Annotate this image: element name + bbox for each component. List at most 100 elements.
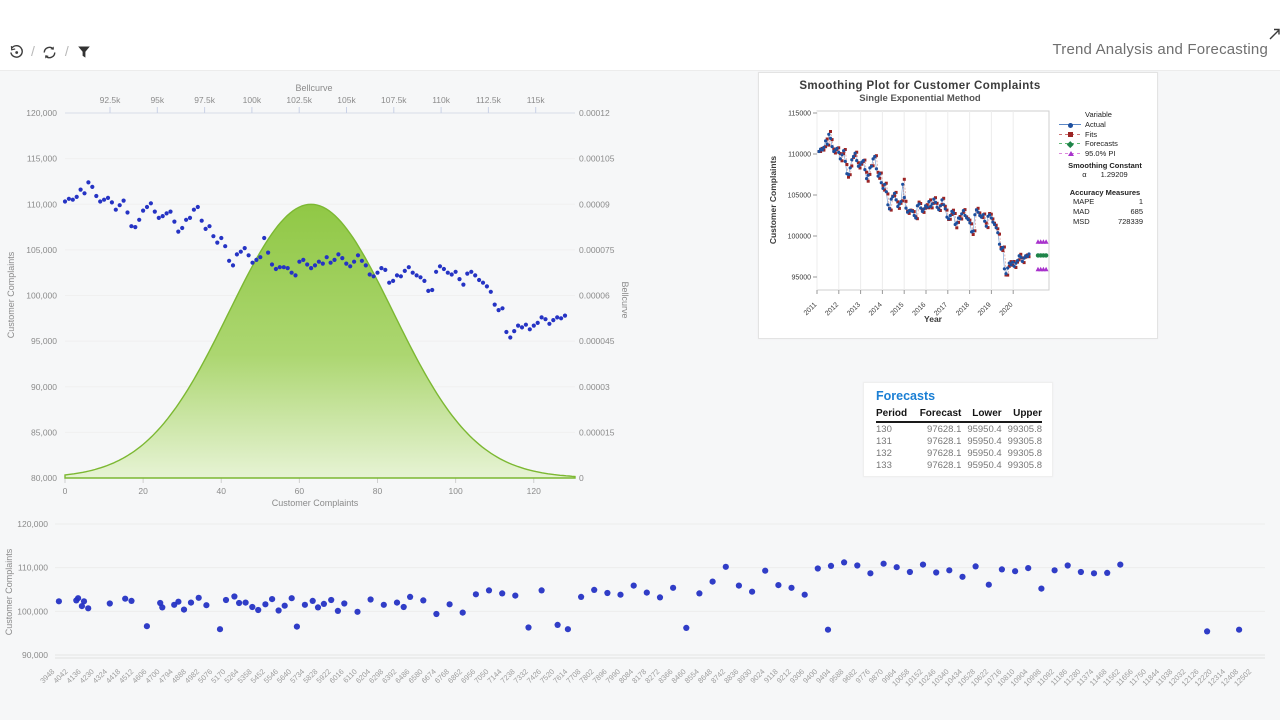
legend-label: Actual xyxy=(1085,120,1106,130)
svg-text:112.5k: 112.5k xyxy=(476,95,502,105)
forecasts-col-period: Period xyxy=(876,407,913,423)
svg-text:110,000: 110,000 xyxy=(27,199,57,209)
toolbar-separator: / xyxy=(64,43,69,59)
forecasts-cell: 99305.8 xyxy=(1007,459,1042,471)
svg-text:107.5k: 107.5k xyxy=(381,95,407,105)
forecasts-cell: 130 xyxy=(876,423,892,435)
accuracy-rows: MAPE 1 MAD 685 MSD 728339 xyxy=(1057,197,1153,227)
legend-item-actual: Actual xyxy=(1059,120,1154,130)
alpha-row: α 1.29209 xyxy=(1057,170,1153,180)
svg-text:90,000: 90,000 xyxy=(31,382,57,392)
svg-text:92.5k: 92.5k xyxy=(100,95,122,105)
svg-text:105k: 105k xyxy=(337,95,356,105)
svg-text:Bellcurve: Bellcurve xyxy=(295,83,332,93)
legend-label: Forecasts xyxy=(1085,139,1118,149)
svg-text:0: 0 xyxy=(579,473,584,483)
forecasts-cell: 99305.8 xyxy=(1007,447,1042,459)
svg-text:40: 40 xyxy=(217,486,227,496)
svg-text:2018: 2018 xyxy=(955,301,971,317)
forecasts-cell: 95950.4 xyxy=(967,447,1002,459)
svg-text:115000: 115000 xyxy=(788,111,811,118)
accuracy-measures-label: Accuracy Measures xyxy=(1069,188,1141,197)
svg-text:100,000: 100,000 xyxy=(26,291,57,301)
forecasts-cell: 99305.8 xyxy=(1007,423,1042,435)
svg-text:Customer Complaints: Customer Complaints xyxy=(768,156,778,245)
forecasts-row: 132 97628.1 95950.4 99305.8 xyxy=(876,447,1042,459)
forecasts-cell: 131 xyxy=(876,435,892,447)
svg-text:120,000: 120,000 xyxy=(26,108,57,118)
svg-text:120,000: 120,000 xyxy=(17,519,48,529)
smoothing-stats: Smoothing Constant α 1.29209 Accuracy Me… xyxy=(1057,161,1153,227)
svg-text:0.000015: 0.000015 xyxy=(579,427,615,437)
forecasts-col-forecast: Forecast xyxy=(912,407,962,423)
svg-text:95000: 95000 xyxy=(792,275,812,282)
svg-text:100,000: 100,000 xyxy=(17,606,48,616)
svg-text:120: 120 xyxy=(527,486,541,496)
forecasts-row: 133 97628.1 95950.4 99305.8 xyxy=(876,459,1042,471)
accuracy-row-mad: MAD 685 xyxy=(1073,207,1143,216)
svg-text:0.00009: 0.00009 xyxy=(579,199,610,209)
svg-text:80,000: 80,000 xyxy=(31,473,57,483)
accuracy-row-mape: MAPE 1 xyxy=(1073,197,1143,206)
expand-icon[interactable] xyxy=(1267,26,1280,42)
legend-label: 95.0% PI xyxy=(1085,148,1116,158)
forecasts-table: Period Forecast Lower Upper 130 97628.1 95950… xyxy=(876,407,1042,471)
svg-text:105000: 105000 xyxy=(788,193,811,200)
svg-text:95,000: 95,000 xyxy=(31,336,57,346)
forecasts-panel: Forecasts Period Forecast Lower Upper 130 97… xyxy=(863,382,1053,477)
svg-text:Year: Year xyxy=(924,314,943,324)
forecasts-title: Forecasts xyxy=(876,389,936,403)
svg-text:2015: 2015 xyxy=(890,301,906,317)
forecasts-col-lower: Lower xyxy=(961,407,1002,423)
svg-text:2019: 2019 xyxy=(977,301,993,317)
legend-item-fits: Fits xyxy=(1059,130,1154,140)
forecasts-cell: 132 xyxy=(876,447,892,459)
svg-text:115,000: 115,000 xyxy=(27,154,57,164)
svg-text:Bellcurve: Bellcurve xyxy=(620,281,630,318)
svg-text:2014: 2014 xyxy=(868,301,884,317)
svg-text:Customer Complaints: Customer Complaints xyxy=(4,548,14,635)
svg-text:110,000: 110,000 xyxy=(18,563,48,573)
bottom-scatter-chart[interactable]: 120,000 110,000 100,000 90,000 Customer Comp… xyxy=(0,512,1280,720)
svg-text:2013: 2013 xyxy=(846,301,862,317)
forecasts-cell: 133 xyxy=(876,459,892,471)
filter-icon[interactable] xyxy=(76,44,92,60)
svg-text:100000: 100000 xyxy=(788,234,811,241)
refresh-icon[interactable] xyxy=(42,44,58,60)
svg-text:0.00003: 0.00003 xyxy=(579,382,610,392)
svg-text:105,000: 105,000 xyxy=(26,245,57,255)
svg-text:2011: 2011 xyxy=(803,301,819,317)
svg-text:90,000: 90,000 xyxy=(22,650,48,660)
forecasts-row: 131 97628.1 95950.4 99305.8 xyxy=(876,435,1042,447)
forecasts-table-header: Period Forecast Lower Upper xyxy=(876,407,1042,423)
history-icon[interactable] xyxy=(8,44,24,60)
smoothing-subtitle: Single Exponential Method xyxy=(859,93,981,104)
smoothing-chart[interactable]: 2011 2012 2013 2014 2015 2016 2017 2018 2019 2020… xyxy=(759,73,1157,338)
svg-text:115k: 115k xyxy=(527,95,546,105)
square-marker-icon xyxy=(1059,130,1081,138)
svg-text:0.00012: 0.00012 xyxy=(579,108,610,118)
alpha-symbol: α xyxy=(1082,170,1087,179)
forecasts-cell: 95950.4 xyxy=(967,459,1002,471)
forecasts-row: 130 97628.1 95950.4 99305.8 xyxy=(876,422,1042,435)
legend-item-forecasts: Forecasts xyxy=(1059,139,1154,149)
main-chart-bellcurve-scatter[interactable]: 120,000 0.00012 115,000 0.000105 110,000 0.00… xyxy=(0,72,660,517)
legend-item-95-0-pi: 95.0% PI xyxy=(1059,149,1154,159)
svg-text:0.000045: 0.000045 xyxy=(579,336,615,346)
svg-text:110000: 110000 xyxy=(788,152,811,159)
svg-text:2020: 2020 xyxy=(999,301,1015,317)
triangle-marker-icon xyxy=(1059,149,1081,157)
svg-text:Customer Complaints: Customer Complaints xyxy=(6,251,16,338)
page-title: Trend Analysis and Forecasting xyxy=(1052,41,1268,58)
diamond-marker-icon xyxy=(1059,140,1081,148)
svg-text:95k: 95k xyxy=(150,95,164,105)
forecasts-cell: 95950.4 xyxy=(967,435,1002,447)
forecasts-cell: 97628.1 xyxy=(927,435,962,447)
svg-text:97.5k: 97.5k xyxy=(194,95,216,105)
forecasts-cell: 95950.4 xyxy=(967,423,1002,435)
forecasts-cell: 97628.1 xyxy=(927,459,962,471)
smoothing-panel: Smoothing Plot for Customer Complaints S… xyxy=(758,72,1158,339)
svg-text:0.000075: 0.000075 xyxy=(579,245,615,255)
forecasts-cell: 97628.1 xyxy=(927,423,962,435)
